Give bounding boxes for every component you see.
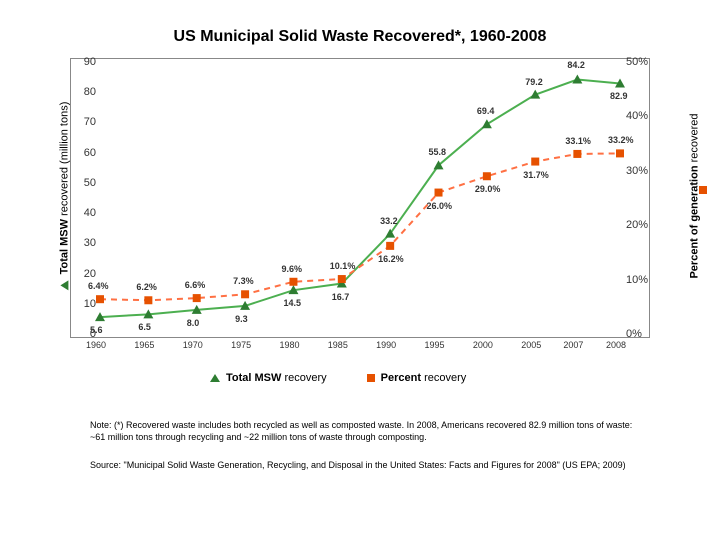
percent-marker bbox=[338, 275, 346, 283]
chart-svg bbox=[100, 62, 620, 334]
y-left-tick: 30 bbox=[78, 237, 96, 249]
x-tick: 2000 bbox=[473, 340, 493, 350]
total-point-label: 14.5 bbox=[283, 298, 301, 308]
percent-marker bbox=[616, 149, 624, 157]
triangle-up-icon bbox=[210, 374, 220, 382]
percent-marker bbox=[289, 278, 297, 286]
x-tick: 1965 bbox=[134, 340, 154, 350]
x-tick: 2007 bbox=[563, 340, 583, 350]
total-point-label: 33.2 bbox=[380, 216, 398, 226]
percent-marker bbox=[483, 172, 491, 180]
square-right-icon bbox=[699, 186, 707, 194]
legend-total: Total MSW recovery bbox=[210, 372, 327, 384]
source-text: Source: "Municipal Solid Waste Generatio… bbox=[90, 460, 650, 472]
y-left-tick: 50 bbox=[78, 177, 96, 189]
total-point-label: 5.6 bbox=[90, 325, 103, 335]
total-point-label: 8.0 bbox=[187, 318, 200, 328]
x-tick: 1995 bbox=[425, 340, 445, 350]
total-point-label: 79.2 bbox=[525, 77, 543, 87]
total-line bbox=[100, 80, 620, 318]
triangle-up-left-icon bbox=[60, 280, 68, 290]
total-point-label: 69.4 bbox=[477, 106, 495, 116]
total-marker bbox=[482, 119, 492, 128]
x-tick: 1960 bbox=[86, 340, 106, 350]
total-point-label: 84.2 bbox=[567, 60, 585, 70]
y-right-tick: 20% bbox=[626, 219, 648, 231]
y-left-tick: 60 bbox=[78, 147, 96, 159]
x-tick: 1970 bbox=[183, 340, 203, 350]
y-right-tick: 50% bbox=[626, 56, 648, 68]
percent-point-label: 10.1% bbox=[330, 261, 356, 271]
total-point-label: 16.7 bbox=[332, 292, 350, 302]
chart-title: US Municipal Solid Waste Recovered*, 196… bbox=[0, 28, 720, 46]
percent-marker bbox=[573, 150, 581, 158]
y-left-tick: 70 bbox=[78, 116, 96, 128]
y-left-axis-label: Total MSW recovered (million tons) bbox=[58, 102, 70, 291]
percent-marker bbox=[386, 242, 394, 250]
percent-point-label: 9.6% bbox=[281, 264, 302, 274]
percent-point-label: 6.4% bbox=[88, 281, 109, 291]
percent-point-label: 7.3% bbox=[233, 276, 254, 286]
total-point-label: 82.9 bbox=[610, 91, 628, 101]
x-tick: 1975 bbox=[231, 340, 251, 350]
y-right-tick: 10% bbox=[626, 274, 648, 286]
note-text: Note: (*) Recovered waste includes both … bbox=[90, 420, 650, 443]
percent-point-label: 33.2% bbox=[608, 135, 634, 145]
legend-percent: Percent recovery bbox=[367, 372, 467, 384]
y-left-tick: 10 bbox=[78, 298, 96, 310]
x-tick: 2008 bbox=[606, 340, 626, 350]
total-point-label: 55.8 bbox=[429, 147, 447, 157]
y-left-tick: 90 bbox=[78, 56, 96, 68]
x-tick: 1985 bbox=[328, 340, 348, 350]
percent-point-label: 6.6% bbox=[185, 280, 206, 290]
percent-marker bbox=[435, 189, 443, 197]
percent-marker bbox=[193, 294, 201, 302]
y-left-tick: 20 bbox=[78, 268, 96, 280]
total-point-label: 6.5 bbox=[138, 322, 151, 332]
x-tick: 1990 bbox=[376, 340, 396, 350]
percent-marker bbox=[531, 158, 539, 166]
percent-point-label: 6.2% bbox=[136, 282, 157, 292]
y-right-tick: 40% bbox=[626, 110, 648, 122]
percent-point-label: 16.2% bbox=[378, 254, 404, 264]
y-left-tick: 80 bbox=[78, 86, 96, 98]
percent-marker bbox=[96, 295, 104, 303]
x-tick: 2005 bbox=[521, 340, 541, 350]
legend: Total MSW recovery Percent recovery bbox=[210, 372, 466, 384]
plot-area bbox=[100, 62, 620, 334]
square-icon bbox=[367, 374, 375, 382]
percent-marker bbox=[144, 296, 152, 304]
y-right-tick: 0% bbox=[626, 328, 642, 340]
percent-point-label: 33.1% bbox=[565, 136, 591, 146]
total-point-label: 9.3 bbox=[235, 314, 248, 324]
y-right-tick: 30% bbox=[626, 165, 648, 177]
percent-point-label: 29.0% bbox=[475, 184, 501, 194]
y-right-axis-label: Percent of generation recovered bbox=[689, 113, 701, 278]
percent-marker bbox=[241, 290, 249, 298]
percent-point-label: 31.7% bbox=[523, 170, 549, 180]
x-tick: 1980 bbox=[279, 340, 299, 350]
percent-point-label: 26.0% bbox=[427, 201, 453, 211]
y-left-tick: 40 bbox=[78, 207, 96, 219]
